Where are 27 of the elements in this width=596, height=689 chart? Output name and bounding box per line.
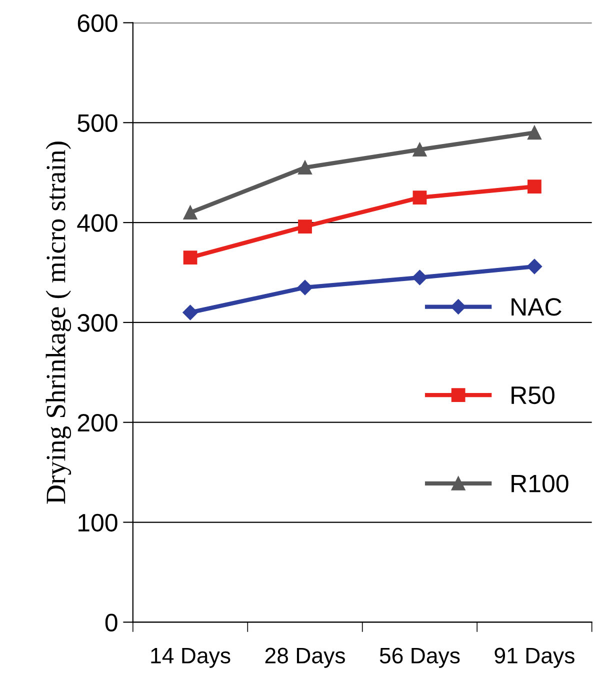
y-tick-label: 0: [105, 614, 118, 632]
point: [182, 304, 198, 320]
x-tick-label: 56 Days: [380, 648, 460, 668]
legend-label: R100: [512, 474, 568, 492]
y-tick-label: 100: [78, 514, 118, 532]
legend-label: NAC: [512, 298, 562, 316]
y-tick-label: 300: [78, 314, 118, 332]
y-tick-label: 400: [77, 214, 118, 232]
y-tick-label: 200: [78, 414, 118, 432]
legend-label: R50: [512, 386, 554, 404]
point: [528, 126, 542, 140]
x-tick-label: 14 Days: [151, 648, 230, 668]
point: [528, 180, 542, 194]
point: [297, 280, 313, 296]
point: [298, 220, 312, 234]
point: [412, 142, 427, 157]
x-tick-label: 91 Days: [494, 648, 574, 668]
y-tick-label: 600: [78, 14, 118, 32]
y-tick-label: 500: [78, 114, 118, 132]
point: [183, 250, 198, 264]
point: [298, 160, 312, 175]
point: [412, 270, 428, 286]
y-axis-title: Drying Shrinkage ( micro strain): [46, 142, 72, 504]
x-tick-label: 28 Days: [265, 648, 345, 668]
point: [183, 206, 198, 220]
point: [412, 190, 427, 205]
point: [526, 258, 542, 274]
